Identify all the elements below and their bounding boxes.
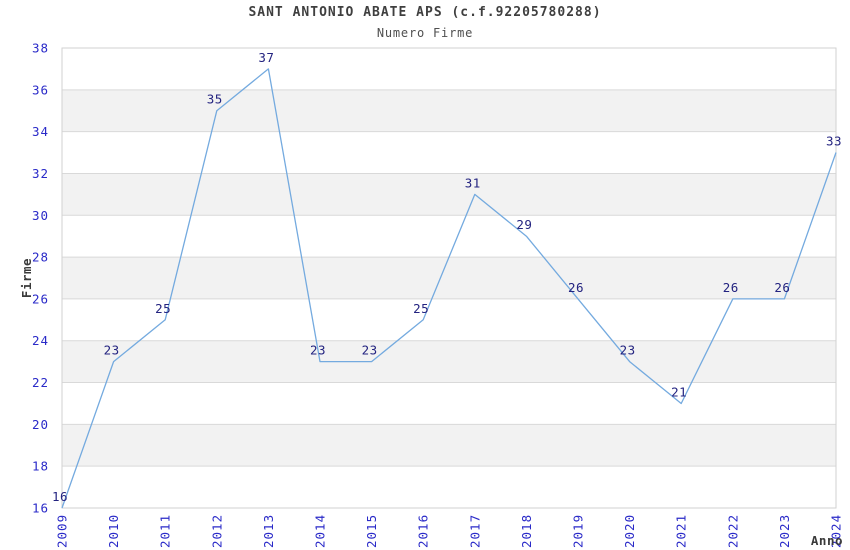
plot-band <box>62 424 836 467</box>
data-label: 33 <box>826 134 842 149</box>
data-label: 23 <box>620 343 636 358</box>
y-tick-label: 36 <box>32 82 49 97</box>
x-tick-label: 2010 <box>106 514 121 548</box>
plot-band <box>62 173 836 216</box>
y-axis-title: Firme <box>19 258 34 298</box>
x-tick-label: 2014 <box>313 514 328 548</box>
y-tick-label: 38 <box>32 41 49 56</box>
x-tick-label: 2024 <box>829 514 844 548</box>
chart-subtitle: Numero Firme <box>376 26 474 40</box>
x-tick-label: 2012 <box>209 514 224 548</box>
x-tick-label: 2022 <box>725 514 740 548</box>
x-tick-label: 2019 <box>571 514 586 548</box>
x-tick-label: 2018 <box>519 514 534 548</box>
y-tick-label: 20 <box>32 417 49 432</box>
data-label: 21 <box>671 384 687 399</box>
data-label: 35 <box>207 92 223 107</box>
plot-band <box>62 340 836 383</box>
plot-band <box>62 298 836 341</box>
y-tick-label: 18 <box>32 459 49 474</box>
x-tick-label: 2015 <box>364 514 379 548</box>
x-tick-label: 2020 <box>622 514 637 548</box>
y-tick-label: 26 <box>32 291 49 306</box>
data-label: 23 <box>362 343 378 358</box>
data-label: 23 <box>310 343 326 358</box>
data-label: 23 <box>104 343 120 358</box>
data-label: 31 <box>465 175 481 190</box>
data-label: 29 <box>516 217 532 232</box>
plot-border <box>61 47 837 509</box>
plot-band <box>62 131 836 174</box>
x-tick-label: 2017 <box>467 514 482 548</box>
data-label: 16 <box>52 489 68 504</box>
y-tick-label: 30 <box>32 208 49 223</box>
x-tick-label: 2009 <box>55 514 70 548</box>
plot-band <box>62 466 836 508</box>
data-label: 26 <box>723 280 739 295</box>
plot-band <box>62 89 836 132</box>
data-label: 37 <box>258 50 274 65</box>
y-tick-label: 16 <box>32 501 49 516</box>
y-tick-label: 34 <box>32 124 49 139</box>
y-tick-label: 28 <box>32 250 49 265</box>
x-axis-title: Anno <box>811 533 843 548</box>
y-tick-label: 32 <box>32 166 49 181</box>
data-label: 25 <box>413 301 429 316</box>
x-tick-label: 2016 <box>416 514 431 548</box>
plot-band <box>62 48 836 90</box>
plot-band <box>62 382 836 425</box>
x-tick-label: 2023 <box>777 514 792 548</box>
data-label: 26 <box>568 280 584 295</box>
y-tick-label: 24 <box>32 333 49 348</box>
x-tick-label: 2011 <box>158 514 173 548</box>
data-label: 25 <box>155 301 171 316</box>
chart-title: SANT ANTONIO ABATE APS (c.f.92205780288) <box>248 5 602 20</box>
y-tick-label: 22 <box>32 375 49 390</box>
x-tick-label: 2013 <box>261 514 276 548</box>
data-label: 26 <box>774 280 790 295</box>
x-tick-label: 2021 <box>674 514 689 548</box>
plot-band <box>62 215 836 258</box>
plot-band <box>62 257 836 299</box>
series-line <box>61 68 837 509</box>
